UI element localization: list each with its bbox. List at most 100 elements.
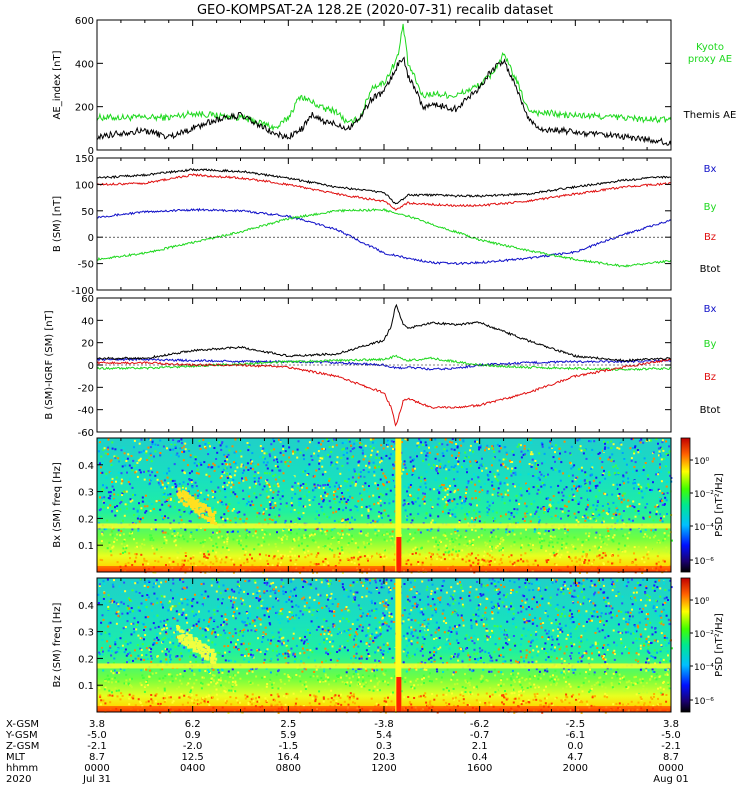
speckle-pixel — [561, 508, 564, 511]
speckle-pixel — [550, 467, 553, 470]
speckle-pixel — [393, 587, 395, 590]
speckle-pixel — [348, 469, 350, 472]
speckle-pixel — [433, 545, 436, 548]
speckle-pixel — [253, 480, 256, 483]
speckle-pixel — [379, 478, 382, 481]
speckle-pixel — [464, 536, 467, 539]
speckle-pixel — [371, 449, 374, 452]
speckle-pixel — [512, 453, 515, 456]
speckle-pixel — [292, 540, 295, 543]
speckle-pixel — [366, 571, 369, 574]
speckle-pixel — [641, 571, 644, 574]
speckle-pixel — [444, 438, 447, 441]
speckle-pixel — [382, 514, 384, 517]
speckle-pixel — [131, 564, 134, 566]
speckle-pixel — [474, 529, 477, 532]
speckle-pixel — [332, 438, 335, 441]
speckle-pixel — [531, 515, 534, 518]
speckle-pixel — [425, 454, 428, 457]
speckle-pixel — [178, 536, 181, 538]
speckle-pixel — [266, 482, 269, 485]
speckle-pixel — [541, 445, 544, 448]
speckle-pixel — [302, 536, 305, 539]
speckle-pixel — [120, 482, 123, 485]
speckle-pixel — [136, 475, 139, 478]
speckle-pixel — [386, 439, 389, 442]
speckle-pixel — [406, 472, 408, 475]
speckle-pixel — [207, 553, 210, 556]
speckle-pixel — [530, 451, 533, 454]
speckle-pixel — [535, 465, 538, 467]
speckle-pixel — [647, 557, 650, 560]
speckle-pixel — [253, 597, 256, 600]
speckle-pixel — [618, 682, 621, 685]
speckle-pixel — [192, 556, 195, 559]
speckle-pixel — [463, 503, 466, 506]
speckle-pixel — [98, 522, 101, 525]
speckle-pixel — [293, 546, 296, 549]
speckle-pixel — [544, 588, 547, 591]
speckle-pixel — [623, 482, 626, 485]
speckle-pixel — [230, 476, 233, 479]
speckle-pixel — [492, 488, 495, 491]
speckle-pixel — [241, 472, 244, 474]
speckle-pixel — [382, 472, 385, 475]
speckle-pixel — [609, 555, 612, 558]
speckle-pixel — [167, 517, 170, 519]
speckle-pixel — [263, 508, 266, 510]
speckle-pixel — [349, 584, 352, 587]
speckle-pixel — [245, 545, 248, 548]
speckle-pixel — [343, 588, 346, 591]
speckle-pixel — [508, 579, 511, 582]
speckle-pixel — [137, 515, 140, 518]
speckle-pixel — [239, 564, 242, 567]
speckle-pixel — [174, 445, 177, 448]
speckle-pixel — [106, 453, 109, 456]
speckle-pixel — [501, 540, 504, 543]
speckle-pixel — [491, 556, 494, 559]
speckle-pixel — [99, 462, 101, 465]
speckle-pixel — [633, 466, 636, 468]
speckle-pixel — [133, 628, 135, 630]
speckle-pixel — [501, 701, 504, 704]
speckle-pixel — [474, 483, 477, 486]
speckle-pixel — [388, 551, 390, 554]
speckle-pixel — [296, 487, 299, 490]
speckle-pixel — [129, 498, 132, 501]
speckle-pixel — [147, 446, 150, 449]
speckle-pixel — [440, 556, 443, 559]
speckle-pixel — [225, 503, 228, 506]
speckle-pixel — [490, 551, 493, 554]
speckle-pixel — [605, 668, 608, 671]
speckle-pixel — [415, 605, 418, 608]
speckle-pixel — [549, 440, 552, 443]
speckle-pixel — [322, 498, 325, 501]
speckle-pixel — [489, 560, 492, 562]
speckle-pixel — [420, 476, 423, 479]
speckle-pixel — [224, 521, 227, 524]
speckle-pixel — [140, 547, 143, 550]
speckle-pixel — [337, 484, 340, 487]
speckle-pixel — [327, 544, 329, 547]
speckle-pixel — [352, 549, 355, 552]
speckle-pixel — [310, 553, 313, 556]
speckle-pixel — [100, 633, 103, 636]
speckle-pixel — [617, 473, 620, 476]
speckle-pixel — [413, 517, 415, 520]
speckle-pixel — [270, 449, 273, 452]
speckle-pixel — [233, 474, 236, 477]
speckle-pixel — [517, 672, 520, 675]
speckle-pixel — [305, 645, 308, 648]
speckle-pixel — [544, 476, 547, 478]
speckle-pixel — [597, 453, 600, 455]
speckle-pixel — [656, 471, 658, 473]
speckle-pixel — [272, 688, 275, 691]
speckle-pixel — [536, 506, 539, 509]
speckle-pixel — [374, 466, 376, 469]
speckle-pixel — [654, 505, 657, 508]
speckle-pixel — [616, 483, 619, 486]
speckle-pixel — [666, 481, 669, 483]
speckle-pixel — [370, 543, 373, 546]
speckle-pixel — [97, 593, 100, 596]
speckle-pixel — [465, 634, 468, 637]
